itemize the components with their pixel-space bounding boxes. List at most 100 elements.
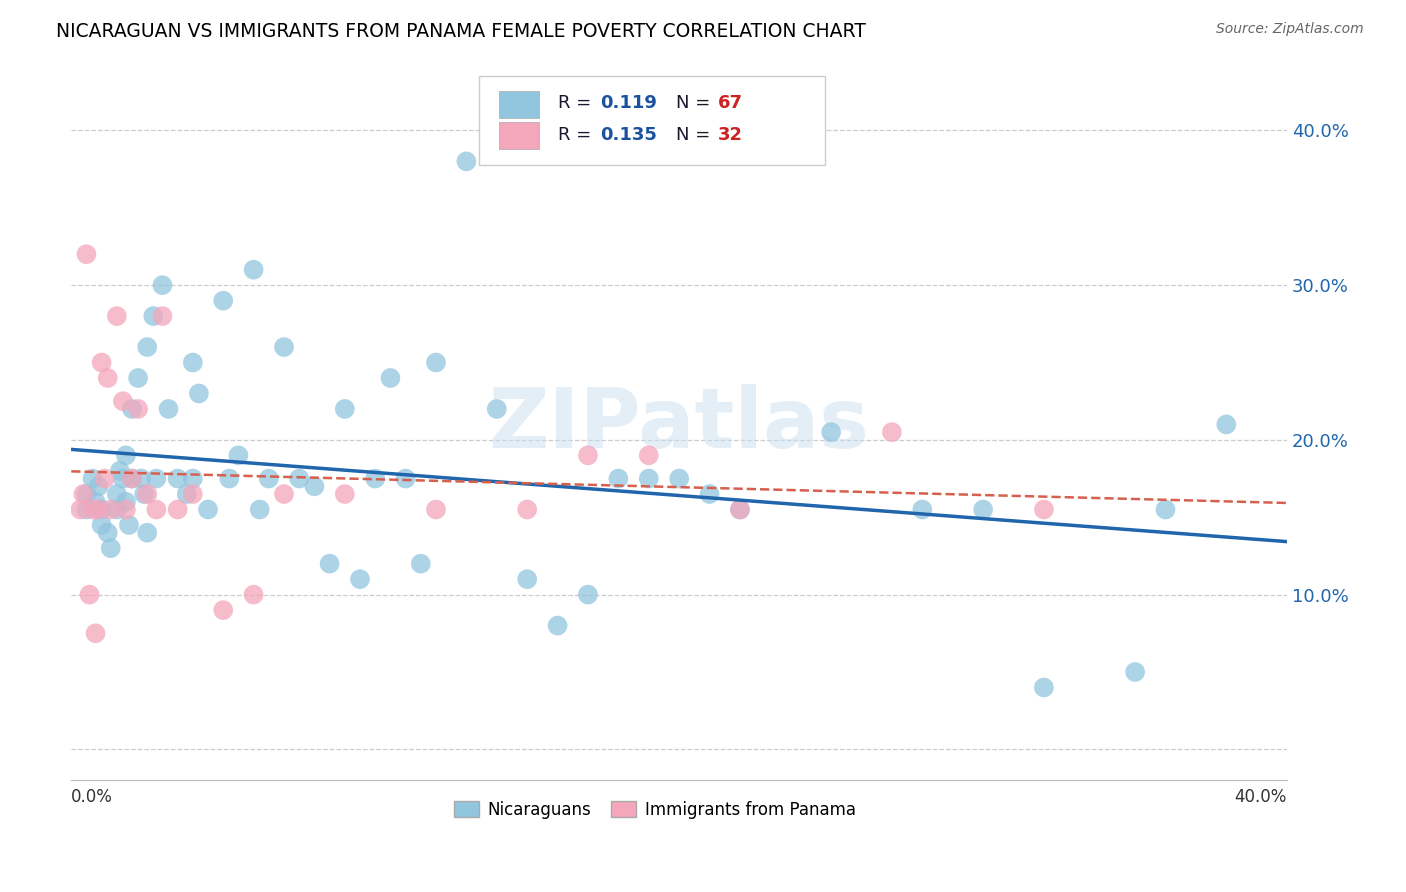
Point [72,487,94,501]
Point [212,293,235,308]
Point [273,340,295,354]
Point [115,502,138,516]
Point [166,502,188,516]
Point [121,472,143,486]
Point [142,309,165,323]
Point [105,487,128,501]
Point [1215,417,1237,432]
Point [127,401,149,416]
Point [218,472,240,486]
Point [136,487,159,501]
Point [75,487,97,501]
Point [485,401,508,416]
Point [136,340,159,354]
Point [394,472,416,486]
Point [181,355,204,369]
Point [637,472,659,486]
Point [166,472,188,486]
Point [115,495,138,509]
Point [668,472,690,486]
Point [547,618,569,632]
Point [911,502,934,516]
Point [249,502,271,516]
Point [105,309,128,323]
Point [84,626,107,640]
Point [333,487,356,501]
Point [87,502,110,516]
Point [90,502,112,516]
Point [1032,681,1054,695]
Point [176,487,198,501]
Point [187,386,209,401]
Point [82,502,104,516]
Point [304,479,326,493]
Point [516,502,538,516]
Text: R =: R = [558,95,596,112]
Point [409,557,432,571]
Point [136,525,159,540]
Point [288,472,311,486]
Point [75,502,97,516]
Point [121,401,143,416]
Legend: Nicaraguans, Immigrants from Panama: Nicaraguans, Immigrants from Panama [447,794,862,825]
Point [349,572,371,586]
Point [87,479,110,493]
Point [607,472,630,486]
Point [152,309,174,323]
Point [197,502,219,516]
Point [333,401,356,416]
Point [1032,502,1054,516]
Point [97,525,120,540]
Point [364,472,387,486]
Point [380,371,402,385]
Point [100,541,122,556]
Point [637,448,659,462]
Text: N =: N = [675,126,716,144]
FancyBboxPatch shape [499,122,540,149]
Text: ZIPatlas: ZIPatlas [489,384,870,465]
Point [425,502,447,516]
Point [228,448,250,462]
Point [880,425,903,439]
Point [699,487,721,501]
Point [100,502,122,516]
Point [273,487,295,501]
FancyBboxPatch shape [499,91,540,119]
Point [157,401,180,416]
Text: 40.0%: 40.0% [1234,788,1286,806]
Point [516,572,538,586]
Point [728,502,751,516]
Point [115,448,138,462]
Point [111,472,134,486]
FancyBboxPatch shape [478,76,825,165]
Point [69,502,91,516]
Point [118,518,141,533]
Point [318,557,340,571]
Point [1123,665,1146,679]
Point [820,425,842,439]
Point [728,502,751,516]
Point [1154,502,1177,516]
Point [212,603,235,617]
Point [181,487,204,501]
Point [82,472,104,486]
Point [152,278,174,293]
Point [576,448,599,462]
Point [127,371,149,385]
Point [97,371,120,385]
Text: 0.135: 0.135 [600,126,657,144]
Text: 67: 67 [718,95,742,112]
Point [242,262,264,277]
Text: N =: N = [675,95,716,112]
Point [145,502,167,516]
Point [257,472,280,486]
Point [242,588,264,602]
Point [90,355,112,369]
Point [79,588,101,602]
Point [121,472,143,486]
Text: R =: R = [558,126,596,144]
Text: 0.119: 0.119 [600,95,657,112]
Point [90,518,112,533]
Text: 32: 32 [718,126,742,144]
Point [93,472,115,486]
